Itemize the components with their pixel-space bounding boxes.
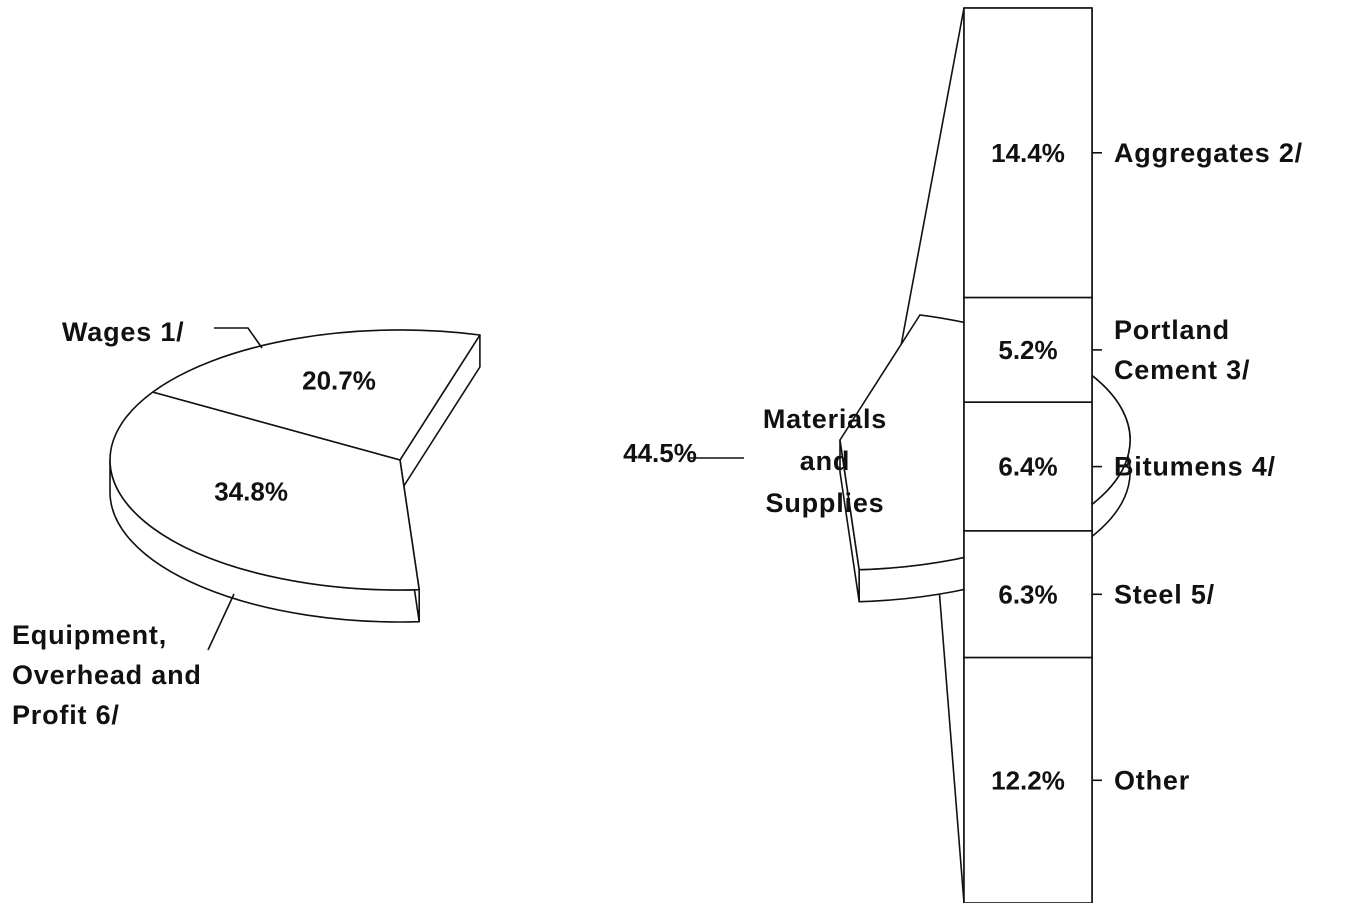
breakdown-bar bbox=[963, 7, 1102, 903]
segment-name-label: Other bbox=[1114, 765, 1190, 795]
chart-labels: 20.7% 34.8% 44.5% Wages 1/Equipment, Overhea… bbox=[12, 138, 1303, 795]
slice-name-label: Materials bbox=[763, 404, 887, 434]
segment-value-label: 12.2% bbox=[991, 765, 1065, 795]
segment-value-label: 6.4% bbox=[998, 452, 1057, 482]
wages-leader bbox=[214, 327, 263, 349]
bar-segment bbox=[963, 401, 1093, 532]
left-pie bbox=[109, 329, 481, 623]
leader-lines bbox=[207, 327, 744, 651]
wages-slice bbox=[151, 329, 481, 461]
segment-name-label: Portland bbox=[1114, 315, 1230, 345]
segment-value-label: 6.3% bbox=[998, 579, 1057, 609]
segment-name-label: Bitumens 4/ bbox=[1114, 452, 1276, 482]
bar-segment bbox=[963, 296, 1093, 404]
slice-name-label: Supplies bbox=[766, 488, 885, 518]
equipment-leader bbox=[207, 593, 235, 651]
segment-name-label: Aggregates 2/ bbox=[1114, 138, 1303, 168]
slice-name-label: Overhead and bbox=[12, 660, 202, 690]
slice-name-label: Equipment, bbox=[12, 620, 167, 650]
slice-name-label: Profit 6/ bbox=[12, 700, 120, 730]
slice-value-label: 20.7% bbox=[302, 366, 376, 396]
segment-value-label: 14.4% bbox=[991, 138, 1065, 168]
slice-name-label: and bbox=[800, 446, 850, 476]
equipment-slice bbox=[109, 391, 420, 591]
bar-segment bbox=[963, 530, 1093, 659]
slice-value-label: 34.8% bbox=[214, 476, 288, 506]
segment-name-label: Steel 5/ bbox=[1114, 579, 1215, 609]
slice-value-label: 44.5% bbox=[623, 438, 697, 468]
segment-value-label: 5.2% bbox=[998, 335, 1057, 365]
slice-name-label: Wages 1/ bbox=[62, 317, 184, 347]
segment-name-label: Cement 3/ bbox=[1114, 355, 1250, 385]
